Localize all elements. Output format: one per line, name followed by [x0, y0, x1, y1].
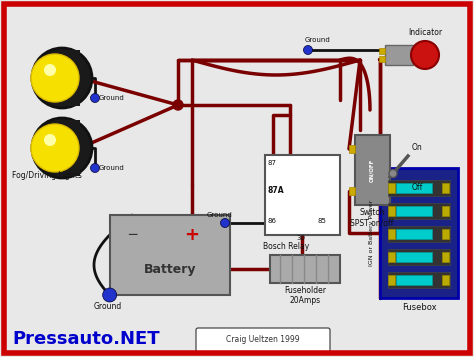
Text: Bosch Relay: Bosch Relay: [263, 242, 309, 251]
Text: Ground: Ground: [93, 302, 122, 311]
Bar: [388, 272, 450, 288]
Text: Fuseholder: Fuseholder: [284, 286, 326, 295]
Bar: [442, 229, 449, 239]
Circle shape: [91, 94, 100, 102]
Text: SPST on/off: SPST on/off: [350, 218, 394, 227]
Text: IGN or Battery Power: IGN or Battery Power: [370, 200, 374, 266]
Text: +: +: [184, 226, 200, 244]
Bar: [380, 168, 458, 298]
Text: Indicator: Indicator: [408, 28, 442, 37]
Bar: [379, 48, 385, 54]
Bar: [388, 180, 450, 196]
Circle shape: [31, 54, 79, 102]
Bar: [349, 187, 355, 195]
Bar: [62, 120, 80, 176]
Text: On: On: [412, 143, 423, 152]
Circle shape: [389, 170, 397, 177]
Bar: [396, 206, 432, 216]
Circle shape: [32, 118, 92, 178]
Bar: [388, 183, 395, 193]
Bar: [396, 183, 432, 193]
Text: 86: 86: [268, 218, 277, 224]
Text: Ground: Ground: [99, 95, 125, 101]
Bar: [396, 275, 432, 285]
Text: Craig Ueltzen 1999: Craig Ueltzen 1999: [226, 336, 300, 345]
Bar: [110, 215, 230, 295]
Text: Fog/Driving Lights: Fog/Driving Lights: [12, 171, 82, 180]
Circle shape: [411, 41, 439, 69]
Bar: [270, 255, 340, 283]
Circle shape: [32, 48, 92, 108]
Circle shape: [220, 218, 229, 227]
Text: Ground: Ground: [207, 212, 233, 218]
Bar: [355, 135, 390, 205]
Bar: [379, 56, 385, 62]
Text: 30: 30: [296, 235, 305, 241]
Bar: [388, 249, 450, 265]
Bar: [388, 229, 395, 239]
Text: Pressauto.NET: Pressauto.NET: [12, 330, 160, 348]
Text: Fusebox: Fusebox: [401, 303, 436, 312]
Bar: [385, 45, 413, 65]
Bar: [388, 203, 450, 219]
Text: 85: 85: [318, 218, 327, 224]
Bar: [388, 226, 450, 242]
Text: Ground: Ground: [305, 37, 331, 43]
Circle shape: [44, 134, 56, 146]
Bar: [396, 229, 432, 239]
Text: 87A: 87A: [268, 186, 284, 195]
Bar: [396, 252, 432, 262]
FancyBboxPatch shape: [196, 328, 330, 352]
Circle shape: [173, 100, 183, 110]
Text: Off: Off: [412, 183, 423, 192]
Bar: [442, 275, 449, 285]
Bar: [442, 183, 449, 193]
Text: ON/OFF: ON/OFF: [370, 158, 374, 182]
Circle shape: [303, 45, 312, 55]
Circle shape: [31, 124, 79, 172]
Circle shape: [44, 64, 56, 76]
Bar: [442, 252, 449, 262]
Text: ─: ─: [128, 228, 136, 242]
Circle shape: [91, 164, 100, 172]
Bar: [265, 155, 340, 235]
Bar: [388, 206, 395, 216]
Bar: [388, 275, 395, 285]
Text: 20Amps: 20Amps: [290, 296, 320, 305]
Circle shape: [103, 288, 117, 302]
Bar: [442, 206, 449, 216]
Bar: [388, 252, 395, 262]
Bar: [349, 145, 355, 153]
Text: Battery: Battery: [144, 263, 196, 277]
Text: 87: 87: [268, 160, 277, 166]
Text: Ground: Ground: [99, 165, 125, 171]
Text: Switch: Switch: [359, 208, 385, 217]
Bar: [62, 50, 80, 106]
